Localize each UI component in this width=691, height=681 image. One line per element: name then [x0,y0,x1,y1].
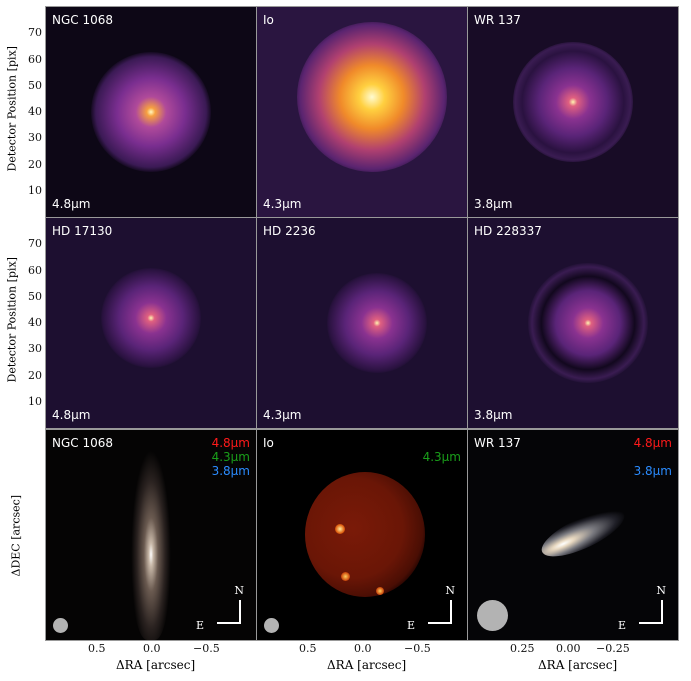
target-label: HD 2236 [263,224,316,238]
panel-hd228337-psf: HD 228337 3.8µm [467,217,679,429]
target-label: HD 228337 [474,224,542,238]
x-axis-label: ΔRA [arcsec] [538,658,618,672]
compass-arrows [428,600,452,624]
wavelength-label: 4.8µm [52,408,91,422]
psf-image [91,52,211,172]
compass-arrows [217,600,241,624]
dust-plume-image [535,500,631,566]
y-tick: 70 [28,26,42,40]
band-label-green: 4.3µm [211,450,250,464]
x-tick: −0.5 [193,642,220,655]
y-tick: 10 [28,183,42,197]
y-tick: 10 [28,394,42,408]
x-tick: 0.5 [88,642,106,655]
target-label: Io [263,436,274,450]
wavelength-label: 4.8µm [52,197,91,211]
hotspot [376,587,384,595]
wavelength-label: 4.3µm [263,197,302,211]
x-tick: 0.25 [510,642,535,655]
y-tick: 50 [28,289,42,303]
psf-image [327,273,427,373]
y-tick: 50 [28,78,42,92]
psf-image [297,22,447,172]
x-axis-label: ΔRA [arcsec] [116,658,196,672]
y-tick: 60 [28,263,42,277]
io-disk-image [305,472,425,597]
hotspot [341,572,350,581]
x-tick: 0.00 [556,642,581,655]
wavelength-label: 4.3µm [263,408,302,422]
beam-size-marker [477,600,508,631]
north-label: N [234,584,244,597]
band-label-green: 4.3µm [422,450,461,464]
y-tick: 70 [28,237,42,251]
x-tick: −0.5 [404,642,431,655]
panel-hd17130-psf: HD 17130 4.8µm [45,217,257,429]
y-tick: 20 [28,368,42,382]
x-tick: 0.5 [299,642,317,655]
psf-image [101,268,201,368]
y-tick: 40 [28,105,42,118]
y-tick: 40 [28,316,42,329]
target-label: Io [263,13,274,27]
target-label: NGC 1068 [52,436,114,450]
x-tick: 0.0 [354,642,372,655]
east-label: E [196,619,205,632]
y-tick: 30 [28,131,42,145]
y-tick: 20 [28,157,42,171]
target-label: HD 17130 [52,224,113,238]
panel-io-psf: Io 4.3µm [256,6,468,218]
target-label: NGC 1068 [52,13,114,27]
hotspot [335,524,345,534]
band-label-blue: 3.8µm [211,464,250,478]
target-label: WR 137 [474,436,521,450]
psf-image [513,42,633,162]
north-label: N [656,584,666,597]
y-axis-label-row3: ΔDEC [arcsec] [9,494,23,577]
panel-hd2236-psf: HD 2236 4.3µm [256,217,468,429]
beam-size-marker [53,618,68,633]
panel-ngc1068-psf: NGC 1068 4.8µm [45,6,257,218]
band-label-red: 4.8µm [633,436,672,450]
band-label-blue: 3.8µm [633,464,672,478]
beam-size-marker [264,618,279,633]
east-label: E [407,619,416,632]
east-label: E [618,619,627,632]
x-tick: 0.0 [143,642,161,655]
y-tick: 60 [28,52,42,66]
compass-arrows [639,600,663,624]
x-axis-label: ΔRA [arcsec] [327,658,407,672]
wavelength-label: 3.8µm [474,408,513,422]
x-tick: −0.25 [596,642,630,655]
target-label: WR 137 [474,13,521,27]
jet-image [131,450,171,640]
y-tick: 30 [28,342,42,356]
y-axis-label-row2: Detector Position [pix] [5,257,19,383]
wavelength-label: 3.8µm [474,197,513,211]
y-axis-label-row1: Detector Position [pix] [5,46,19,172]
north-label: N [445,584,455,597]
panel-wr137-psf: WR 137 3.8µm [467,6,679,218]
band-label-red: 4.8µm [211,436,250,450]
psf-image [528,263,648,383]
